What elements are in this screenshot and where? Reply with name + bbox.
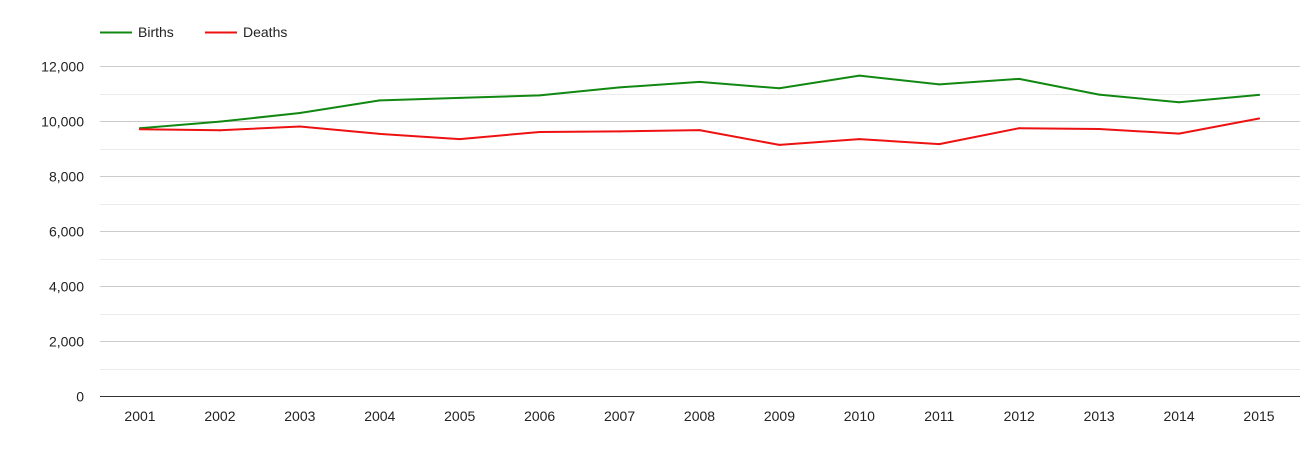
x-tick-label: 2008 [684,408,715,424]
grid [100,66,1300,370]
data-point-births [458,96,461,99]
data-point-births [1098,93,1101,96]
legend-label: Deaths [243,24,287,40]
data-point-deaths [139,128,141,131]
data-point-deaths [378,132,381,135]
data-point-deaths [538,131,541,133]
x-tick-label: 2007 [604,408,635,424]
x-tick-label: 2013 [1084,408,1115,424]
x-tick-label: 2004 [364,408,395,424]
data-point-births [938,83,941,86]
data-point-deaths [618,130,621,133]
y-tick-label: 6,000 [49,224,84,240]
axes: 0 2,000 4,000 6,000 8,000 10,000 12,000 2001 200… [41,59,1300,424]
data-point-births [618,86,621,89]
x-tick-label: 2015 [1243,408,1274,424]
y-tick-label: 12,000 [41,59,84,75]
series-line-births [139,74,1260,130]
series-line-deaths [139,117,1260,146]
y-tick-label: 8,000 [49,169,84,185]
x-tick-label: 2009 [764,408,795,424]
data-point-births [1178,101,1181,104]
data-point-deaths [778,143,781,146]
data-point-births [1258,93,1260,96]
data-point-deaths [1258,117,1260,120]
x-tick-label: 2001 [124,408,155,424]
x-tick-label: 2003 [284,408,315,424]
x-tick-label: 2014 [1163,408,1194,424]
legend: Births Deaths [100,24,287,40]
data-point-deaths [1178,132,1181,135]
y-tick-label: 10,000 [41,114,84,130]
legend-label: Births [138,24,174,40]
data-point-deaths [1018,127,1021,130]
x-tick-label: 2002 [204,408,235,424]
data-point-deaths [458,138,461,141]
x-tick-label: 2012 [1004,408,1035,424]
data-point-births [778,87,781,90]
data-point-deaths [858,138,861,141]
data-point-births [378,99,381,102]
y-tick-label: 2,000 [49,334,84,350]
data-point-births [1018,77,1021,80]
legend-item-births: Births [100,24,174,40]
data-point-deaths [298,125,301,128]
data-point-deaths [1098,127,1101,130]
data-point-births [858,74,861,77]
legend-item-deaths: Deaths [205,24,287,40]
x-tick-label: 2011 [924,408,954,424]
data-point-births [298,112,301,115]
data-point-births [538,94,541,97]
data-point-births [218,120,221,123]
data-point-deaths [698,129,701,132]
y-tick-label: 4,000 [49,279,84,295]
x-tick-label: 2010 [844,408,875,424]
y-tick-label: 0 [76,389,84,405]
data-point-deaths [938,143,941,146]
series [139,74,1260,146]
x-tick-label: 2005 [444,408,475,424]
data-point-births [698,80,701,83]
x-tick-label: 2006 [524,408,555,424]
data-point-deaths [218,129,221,132]
